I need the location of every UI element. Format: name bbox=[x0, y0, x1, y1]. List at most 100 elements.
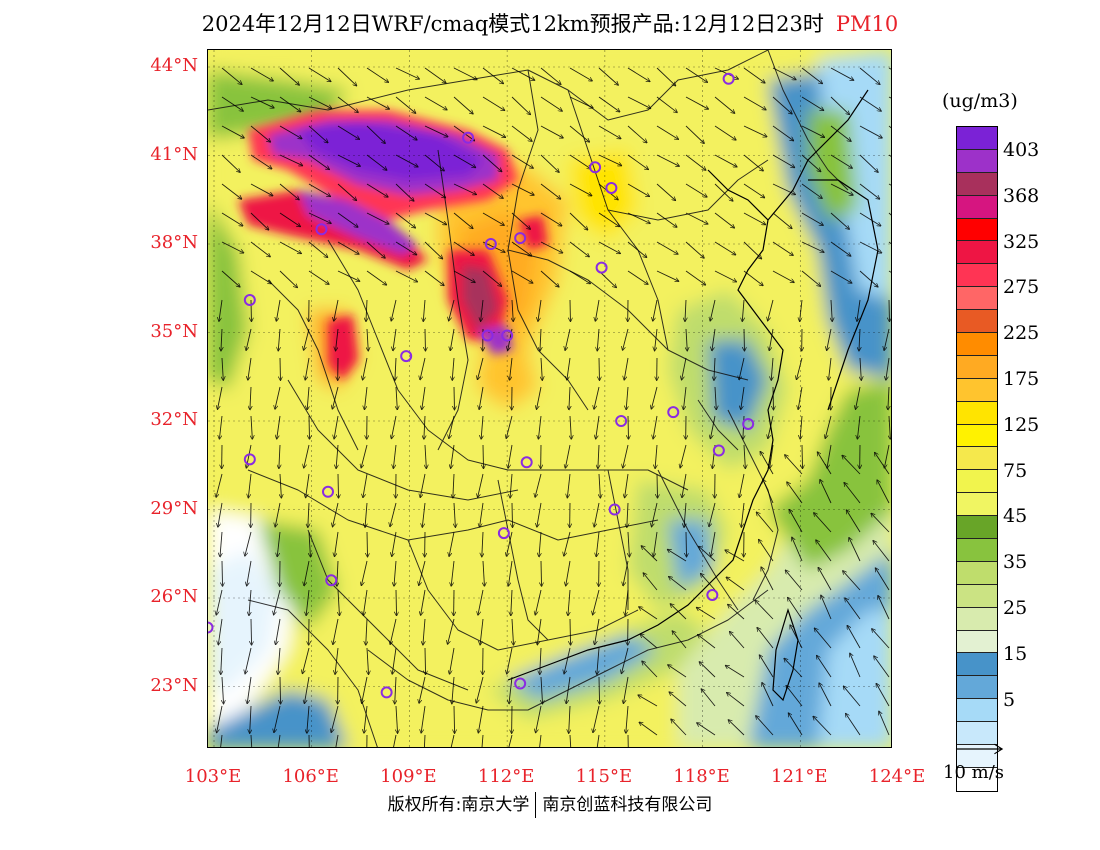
wind-vector bbox=[512, 618, 514, 645]
wind-vector bbox=[453, 270, 475, 282]
wind-vector bbox=[879, 711, 890, 736]
wind-vector bbox=[279, 154, 303, 166]
city-marker[interactable] bbox=[322, 485, 334, 498]
city-marker[interactable] bbox=[667, 406, 680, 419]
wind-vector bbox=[680, 444, 687, 468]
city-marker[interactable] bbox=[742, 417, 755, 430]
wind-vector bbox=[449, 415, 455, 439]
wind-vector bbox=[772, 96, 792, 114]
city-marker[interactable] bbox=[325, 574, 338, 587]
colorbar-label: 125 bbox=[1003, 413, 1040, 436]
wind-vector bbox=[884, 444, 890, 468]
city-marker[interactable] bbox=[615, 415, 628, 427]
colorbar-cell bbox=[957, 264, 997, 288]
wind-vector bbox=[337, 67, 357, 86]
colorbar-cell bbox=[957, 218, 997, 242]
city-marker[interactable] bbox=[400, 350, 413, 363]
city-marker[interactable] bbox=[462, 131, 475, 144]
wind-vector bbox=[218, 502, 223, 527]
wind-vector bbox=[875, 452, 890, 475]
city-marker[interactable] bbox=[514, 232, 527, 245]
wind-vector bbox=[830, 125, 851, 141]
wind-vector bbox=[830, 183, 853, 195]
wind-vector bbox=[772, 154, 795, 168]
wind-vector bbox=[595, 299, 600, 321]
wind-vector bbox=[564, 647, 571, 674]
wind-vector bbox=[569, 270, 590, 284]
wind-vector bbox=[570, 415, 571, 439]
city-marker[interactable] bbox=[520, 456, 533, 469]
wind-vector bbox=[220, 734, 223, 747]
wind-vector bbox=[801, 96, 824, 110]
city-marker[interactable] bbox=[497, 527, 510, 540]
city-marker[interactable] bbox=[595, 261, 608, 274]
colorbar-cell bbox=[957, 287, 997, 311]
wind-vector bbox=[567, 357, 571, 380]
wind-vector bbox=[889, 415, 890, 439]
wind-vector bbox=[714, 183, 733, 201]
wind-vector bbox=[626, 705, 629, 733]
colorbar-cell bbox=[957, 653, 997, 677]
copyright-right: 南京创蓝科技有限公司 bbox=[542, 795, 713, 815]
wind-vector bbox=[338, 473, 339, 498]
wind-vector bbox=[304, 328, 310, 350]
wind-vector bbox=[511, 183, 534, 195]
wind-vector bbox=[424, 125, 448, 137]
city-marker[interactable] bbox=[605, 181, 618, 194]
wind-vector bbox=[627, 212, 650, 223]
wind-vector bbox=[685, 241, 704, 258]
city-marker[interactable] bbox=[608, 503, 621, 516]
wind-vector bbox=[743, 241, 762, 259]
city-marker[interactable] bbox=[514, 677, 527, 690]
wind-reference-label: 10 m/s bbox=[943, 762, 1004, 783]
wind-vector bbox=[392, 647, 397, 674]
city-marker[interactable] bbox=[481, 329, 494, 342]
wind-vector bbox=[306, 473, 310, 498]
wind-vector bbox=[247, 676, 252, 704]
wind-vector bbox=[222, 357, 223, 380]
colorbar-cell bbox=[957, 607, 997, 631]
wind-vector bbox=[801, 125, 825, 137]
wind-vector bbox=[682, 357, 687, 380]
wind-vector bbox=[220, 531, 222, 557]
colorbar-cell bbox=[957, 172, 997, 196]
city-marker[interactable] bbox=[706, 589, 719, 602]
wind-vector bbox=[627, 96, 651, 109]
city-marker[interactable] bbox=[380, 686, 393, 699]
wind-vector bbox=[685, 212, 708, 224]
wind-vector bbox=[246, 328, 252, 350]
city-marker[interactable] bbox=[712, 444, 725, 457]
city-marker[interactable] bbox=[484, 238, 497, 250]
city-marker[interactable] bbox=[501, 329, 514, 342]
wind-vector bbox=[759, 539, 774, 562]
city-marker[interactable] bbox=[722, 72, 735, 85]
wind-vector bbox=[541, 560, 542, 586]
wind-vector bbox=[827, 444, 832, 468]
wind-vector bbox=[396, 386, 397, 410]
wind-vector bbox=[510, 473, 512, 498]
wind-vector bbox=[279, 444, 280, 469]
wind-vector bbox=[623, 676, 629, 704]
wind-vector bbox=[597, 328, 599, 351]
wind-vector bbox=[507, 647, 513, 674]
city-marker[interactable] bbox=[315, 223, 328, 236]
wind-vector bbox=[482, 183, 503, 198]
wind-vector bbox=[508, 560, 513, 586]
city-marker[interactable] bbox=[243, 294, 256, 307]
wind-vector bbox=[760, 451, 774, 475]
pm10-concentration-map bbox=[208, 50, 891, 747]
wind-vector bbox=[540, 154, 559, 172]
wind-vector bbox=[850, 653, 861, 678]
map-area[interactable] bbox=[207, 49, 892, 748]
lat-label: 35°N bbox=[150, 320, 198, 342]
wind-vector bbox=[685, 96, 709, 109]
city-marker[interactable] bbox=[208, 621, 214, 634]
wind-vector bbox=[250, 734, 253, 747]
title-text: 2024年12月12日WRF/cmaq模式12km预报产品:12月12日23时 bbox=[201, 12, 824, 36]
wind-vector bbox=[727, 693, 745, 707]
city-marker[interactable] bbox=[589, 161, 602, 174]
wind-vector bbox=[817, 655, 832, 678]
city-marker[interactable] bbox=[243, 453, 256, 466]
wind-vector bbox=[565, 328, 571, 350]
wind-vector bbox=[714, 241, 736, 255]
